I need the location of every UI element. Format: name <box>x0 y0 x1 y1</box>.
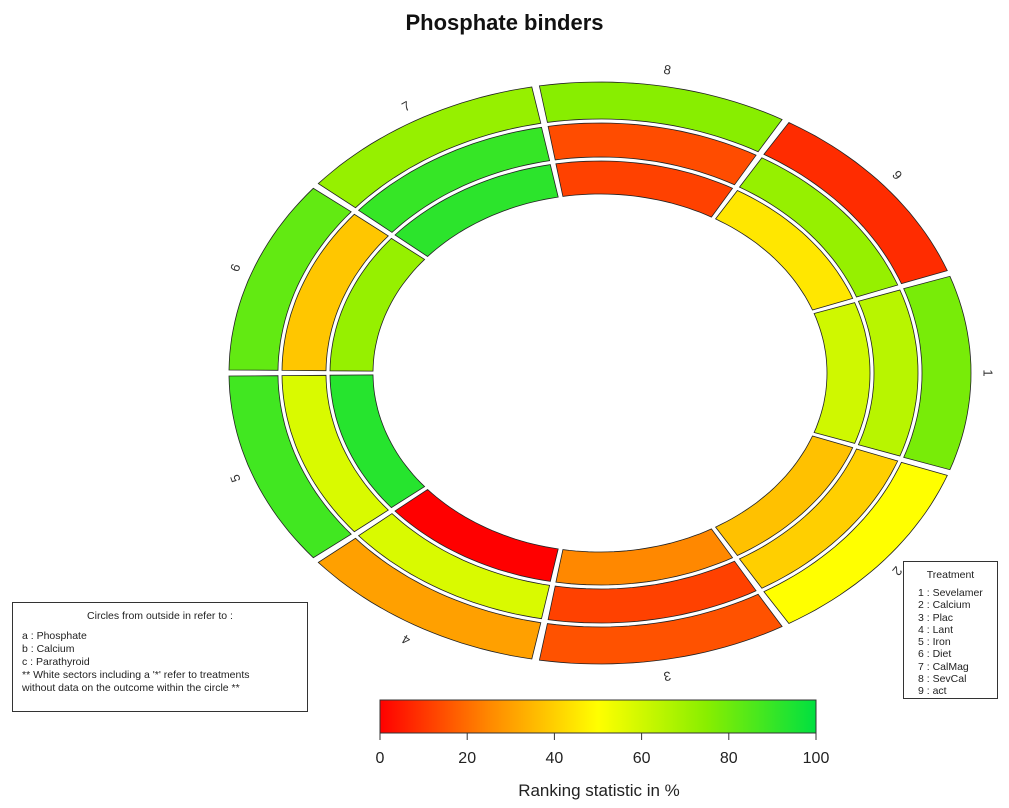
sector-a-3 <box>538 593 783 665</box>
treatment-legend-item: 7 : CalMag <box>918 660 969 673</box>
sector-b-8 <box>547 122 757 186</box>
sector-c-5 <box>329 374 426 509</box>
color-bar-tick-label: 0 <box>376 750 385 767</box>
color-bar-tick-label: 80 <box>720 750 738 767</box>
chart-title: Phosphate binders <box>405 10 604 35</box>
sector-b-7 <box>357 126 551 233</box>
sector-a-4 <box>317 537 542 660</box>
sector-label: 7 <box>399 98 413 115</box>
ring-legend-line: c : Parathyroid <box>22 656 90 668</box>
treatment-legend-item: 6 : Diet <box>918 648 952 661</box>
sector-b-2 <box>738 448 899 589</box>
sector-label: 8 <box>663 62 673 78</box>
treatment-legend-item: 8 : SevCal <box>918 673 967 686</box>
sector-label: 4 <box>399 632 413 649</box>
ring-legend-line: without data on the outcome within the c… <box>22 682 240 694</box>
ring-legend-header: Circles from outside in refer to : <box>87 610 233 622</box>
color-bar-tick-label: 20 <box>458 750 476 767</box>
sector-b-9 <box>738 157 899 298</box>
color-bar <box>379 699 817 734</box>
color-bar-tick-label: 100 <box>803 750 830 767</box>
treatment-legend-item: 9 : act <box>918 685 947 698</box>
treatment-legend-item: 1 : Sevelamer <box>918 587 983 599</box>
sector-label: 9 <box>889 167 905 182</box>
sector-a-6 <box>228 187 352 371</box>
sector-label: 3 <box>663 668 673 684</box>
sector-c-8 <box>555 160 734 218</box>
sector-c-1 <box>813 302 871 444</box>
sector-b-5 <box>281 374 389 533</box>
color-bar-tick-label: 60 <box>633 750 651 767</box>
treatment-legend-item: 2 : Calcium <box>918 599 971 612</box>
color-bar-label: Ranking statistic in % <box>518 781 680 800</box>
sector-a-8 <box>538 81 783 153</box>
sector-label: 5 <box>227 472 244 484</box>
treatment-legend: Treatment 1 : Sevelamer 2 : Calcium 3 : … <box>903 561 998 699</box>
sector-label: 6 <box>227 262 244 274</box>
sector-c-4 <box>394 488 559 582</box>
sector-a-1 <box>903 275 972 471</box>
sector-a-9 <box>763 121 948 285</box>
ring-legend-line: b : Calcium <box>22 643 75 655</box>
sector-a-7 <box>317 86 542 209</box>
color-bar-ticks: 0 20 40 60 80 100 <box>376 733 830 767</box>
sector-c-6 <box>329 237 426 372</box>
sector-b-6 <box>281 213 389 372</box>
sector-c-3 <box>555 528 734 586</box>
sector-c-2 <box>714 435 854 557</box>
sector-a-5 <box>228 375 352 559</box>
sector-a-2 <box>763 461 948 625</box>
sector-group <box>228 81 972 665</box>
sector-b-3 <box>547 560 757 624</box>
color-bar-tick-label: 40 <box>546 750 564 767</box>
treatment-legend-header: Treatment <box>926 569 975 581</box>
treatment-legend-item: 5 : Iron <box>918 636 951 649</box>
sector-label: 1 <box>981 369 996 376</box>
ring-legend: Circles from outside in refer to : a : P… <box>12 602 308 712</box>
treatment-legend-item: 3 : Plac <box>918 611 954 624</box>
sector-b-4 <box>357 513 551 620</box>
sector-b-1 <box>857 289 919 457</box>
ring-legend-line: a : Phosphate <box>22 630 87 642</box>
sector-c-9 <box>714 189 854 311</box>
ring-legend-line: ** White sectors including a '*' refer t… <box>22 669 250 681</box>
treatment-legend-item: 4 : Lant <box>918 623 954 636</box>
sector-c-7 <box>394 164 559 258</box>
